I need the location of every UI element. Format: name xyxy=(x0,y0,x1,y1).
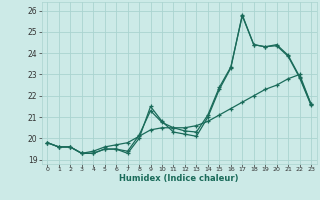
X-axis label: Humidex (Indice chaleur): Humidex (Indice chaleur) xyxy=(119,174,239,183)
